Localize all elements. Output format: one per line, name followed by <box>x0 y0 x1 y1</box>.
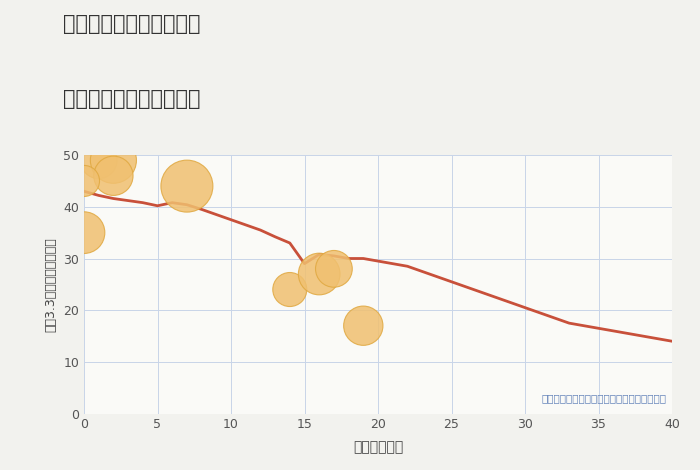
Text: 築年数別中古戸建て価格: 築年数別中古戸建て価格 <box>63 89 200 110</box>
Point <box>181 182 193 190</box>
Point <box>358 322 369 329</box>
X-axis label: 築年数（年）: 築年数（年） <box>353 440 403 454</box>
Point <box>108 172 119 180</box>
Text: 埼玉県加須市内田ヶ谷の: 埼玉県加須市内田ヶ谷の <box>63 14 200 34</box>
Text: 円の大きさは、取引のあった物件面積を示す: 円の大きさは、取引のあった物件面積を示す <box>541 393 666 403</box>
Point <box>284 286 295 293</box>
Point <box>108 157 119 164</box>
Point <box>314 270 325 278</box>
Point <box>328 265 339 273</box>
Point <box>78 177 90 185</box>
Point <box>93 157 104 164</box>
Point <box>78 229 90 236</box>
Y-axis label: 坪（3.3㎡）単価（万円）: 坪（3.3㎡）単価（万円） <box>45 237 57 332</box>
